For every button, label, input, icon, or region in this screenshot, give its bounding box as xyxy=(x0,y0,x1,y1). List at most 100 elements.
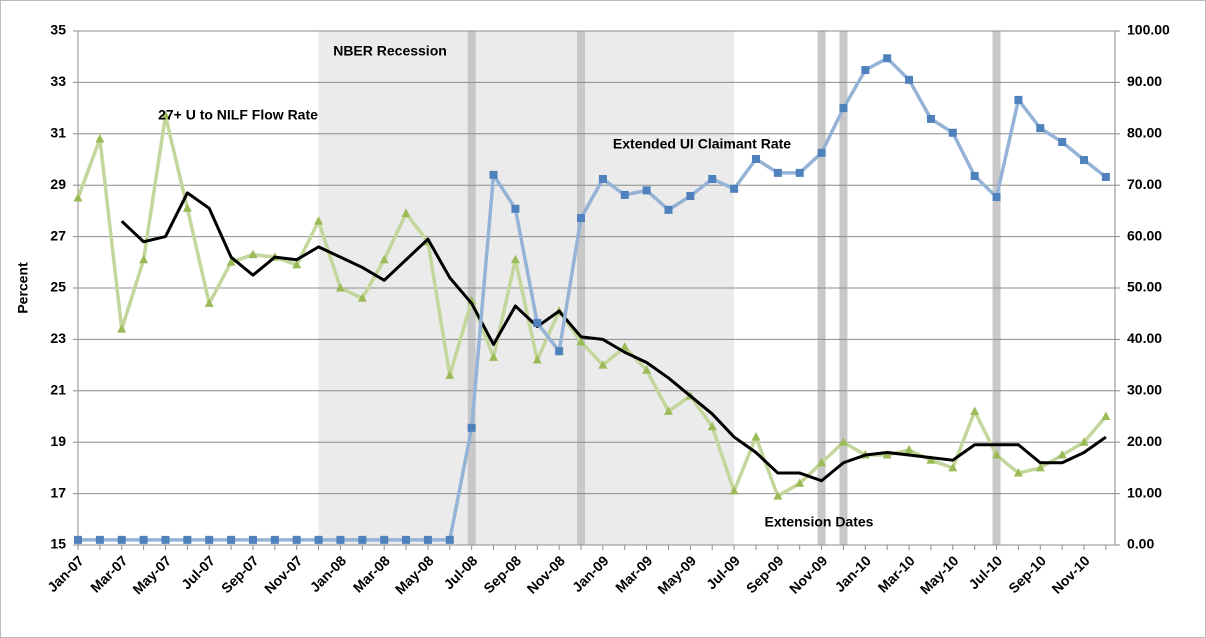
data-point xyxy=(773,491,783,500)
data-point xyxy=(139,535,148,544)
data-point xyxy=(227,535,236,544)
y-tick-label: 23 xyxy=(50,330,66,346)
y2-tick-label: 20.00 xyxy=(1127,433,1162,449)
data-point xyxy=(467,423,476,432)
data-point xyxy=(1014,95,1023,104)
data-point xyxy=(795,168,804,177)
data-point xyxy=(642,365,652,374)
y2-tick-label: 80.00 xyxy=(1127,125,1162,141)
y-tick-label: 33 xyxy=(50,73,66,89)
data-point xyxy=(335,283,345,292)
series-line xyxy=(120,191,1107,483)
data-point xyxy=(708,175,717,184)
data-point xyxy=(838,437,848,446)
data-point xyxy=(904,444,914,454)
data-point xyxy=(445,370,455,379)
data-point xyxy=(402,535,411,544)
data-point xyxy=(577,214,586,223)
data-point xyxy=(533,318,542,327)
y2-tick-label: 60.00 xyxy=(1127,227,1162,243)
data-point xyxy=(620,342,630,351)
data-point xyxy=(970,406,980,415)
data-point xyxy=(380,535,389,544)
data-point xyxy=(1036,124,1045,133)
data-point xyxy=(357,293,367,302)
data-point xyxy=(95,133,105,143)
series-annotation: 27+ U to NILF Flow Rate xyxy=(158,107,318,123)
data-point xyxy=(992,450,1002,459)
data-point xyxy=(314,216,324,225)
data-point xyxy=(182,203,192,212)
data-point xyxy=(1101,172,1110,181)
data-point xyxy=(664,205,673,214)
series-line xyxy=(76,114,1108,498)
data-point xyxy=(926,114,935,123)
data-point xyxy=(992,193,1001,202)
data-point xyxy=(489,170,498,179)
data-point xyxy=(598,175,607,184)
data-point xyxy=(248,249,258,259)
data-point xyxy=(511,204,520,213)
data-point xyxy=(707,421,717,431)
data-point xyxy=(751,432,761,441)
data-point xyxy=(926,455,936,464)
data-point xyxy=(489,352,499,361)
data-point xyxy=(773,168,782,177)
data-point xyxy=(423,535,432,544)
y2-tick-label: 0.00 xyxy=(1127,536,1154,552)
data-point xyxy=(883,54,892,63)
data-point xyxy=(555,347,564,356)
y2-tick-label: 70.00 xyxy=(1127,176,1162,192)
y2-tick-label: 10.00 xyxy=(1127,484,1162,500)
y-tick-label: 25 xyxy=(50,279,66,295)
y2-tick-label: 90.00 xyxy=(1127,73,1162,89)
y-tick-label: 31 xyxy=(50,125,66,141)
data-point xyxy=(117,324,127,333)
data-point xyxy=(183,535,192,544)
data-point xyxy=(161,535,170,544)
data-point xyxy=(510,254,520,264)
plot-border xyxy=(77,30,1116,546)
data-point xyxy=(379,254,389,264)
data-point xyxy=(1058,138,1067,147)
y-tick-label: 35 xyxy=(50,22,66,38)
data-point xyxy=(292,259,302,269)
data-point xyxy=(598,360,608,369)
data-point xyxy=(970,171,979,180)
data-point xyxy=(663,406,673,415)
data-point xyxy=(292,535,301,544)
y-tick-label: 21 xyxy=(50,382,66,398)
y2-tick-label: 100.00 xyxy=(1127,22,1170,38)
recession-label: NBER Recession xyxy=(333,43,447,59)
data-point xyxy=(948,462,958,472)
y2-tick-label: 50.00 xyxy=(1127,279,1162,295)
data-point xyxy=(160,110,170,120)
data-point xyxy=(532,354,542,364)
data-point xyxy=(839,104,848,113)
data-point xyxy=(861,66,870,75)
y2-tick-label: 30.00 xyxy=(1127,382,1162,398)
data-point xyxy=(314,535,323,544)
data-point xyxy=(204,298,214,307)
data-point xyxy=(729,486,739,495)
data-point xyxy=(686,191,695,200)
data-point xyxy=(1057,450,1067,459)
data-point xyxy=(882,450,892,459)
data-point xyxy=(817,148,826,157)
data-point xyxy=(139,254,149,264)
data-point xyxy=(1079,437,1089,446)
data-point xyxy=(576,336,586,346)
data-point xyxy=(905,75,914,84)
data-point xyxy=(73,193,83,202)
data-point xyxy=(948,128,957,137)
data-point xyxy=(795,478,805,487)
extension-label: Extension Dates xyxy=(765,514,874,530)
data-point xyxy=(95,535,104,544)
y-tick-label: 19 xyxy=(50,433,66,449)
y-tick-label: 29 xyxy=(50,176,66,192)
data-point xyxy=(1035,462,1045,472)
data-point xyxy=(358,535,367,544)
data-point xyxy=(445,535,454,544)
data-point xyxy=(751,154,760,163)
